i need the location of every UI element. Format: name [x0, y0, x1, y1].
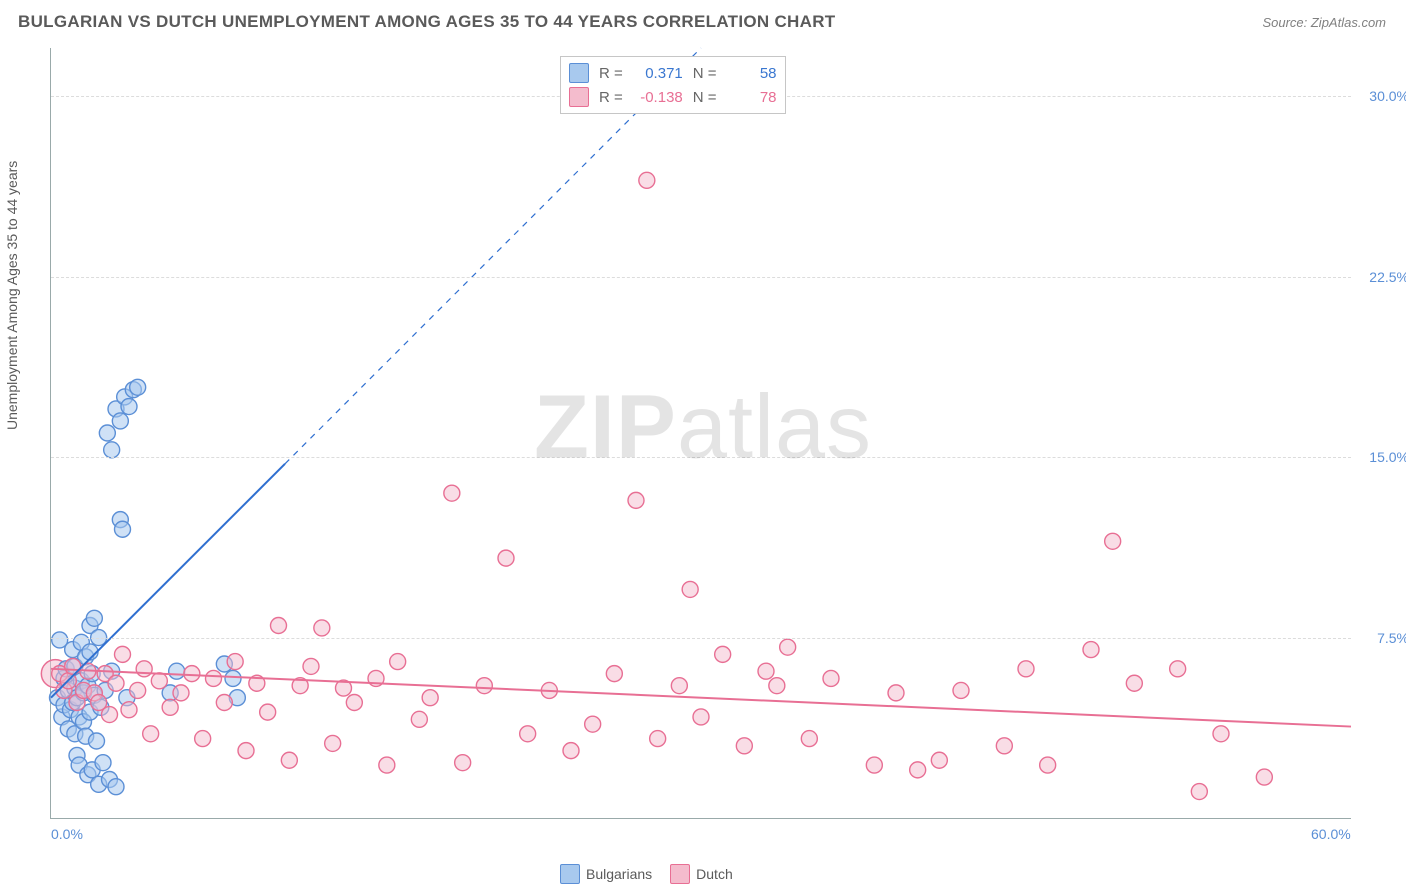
n-label: N = — [693, 89, 717, 106]
chart-plot-area: 7.5%15.0%22.5%30.0%0.0%60.0% — [50, 48, 1351, 819]
x-tick-label: 60.0% — [1311, 826, 1351, 842]
correlation-row-dutch: R = -0.138 N = 78 — [569, 85, 777, 109]
legend-swatch-bulgarians — [560, 864, 580, 884]
r-value-bulgarians: 0.371 — [633, 65, 683, 82]
r-value-dutch: -0.138 — [633, 89, 683, 106]
legend-label-dutch: Dutch — [696, 866, 733, 882]
x-tick-label: 0.0% — [51, 826, 83, 842]
swatch-bulgarians — [569, 63, 589, 83]
legend-item-dutch: Dutch — [670, 864, 733, 884]
y-axis-label: Unemployment Among Ages 35 to 44 years — [4, 161, 20, 430]
legend-swatch-dutch — [670, 864, 690, 884]
swatch-dutch — [569, 87, 589, 107]
source-label: Source: ZipAtlas.com — [1262, 15, 1386, 30]
y-tick-label: 15.0% — [1359, 449, 1406, 465]
y-tick-label: 30.0% — [1359, 88, 1406, 104]
bottom-legend: Bulgarians Dutch — [560, 864, 733, 884]
correlation-box: R = 0.371 N = 58 R = -0.138 N = 78 — [560, 56, 786, 114]
r-label: R = — [599, 65, 623, 82]
scatter-svg — [51, 48, 1351, 818]
gridline — [51, 638, 1351, 639]
r-label: R = — [599, 89, 623, 106]
gridline — [51, 457, 1351, 458]
chart-title: BULGARIAN VS DUTCH UNEMPLOYMENT AMONG AG… — [18, 12, 835, 32]
n-value-dutch: 78 — [727, 89, 777, 106]
n-label: N = — [693, 65, 717, 82]
y-tick-label: 22.5% — [1359, 269, 1406, 285]
n-value-bulgarians: 58 — [727, 65, 777, 82]
legend-item-bulgarians: Bulgarians — [560, 864, 652, 884]
gridline — [51, 277, 1351, 278]
y-tick-label: 7.5% — [1359, 630, 1406, 646]
correlation-row-bulgarians: R = 0.371 N = 58 — [569, 61, 777, 85]
legend-label-bulgarians: Bulgarians — [586, 866, 652, 882]
